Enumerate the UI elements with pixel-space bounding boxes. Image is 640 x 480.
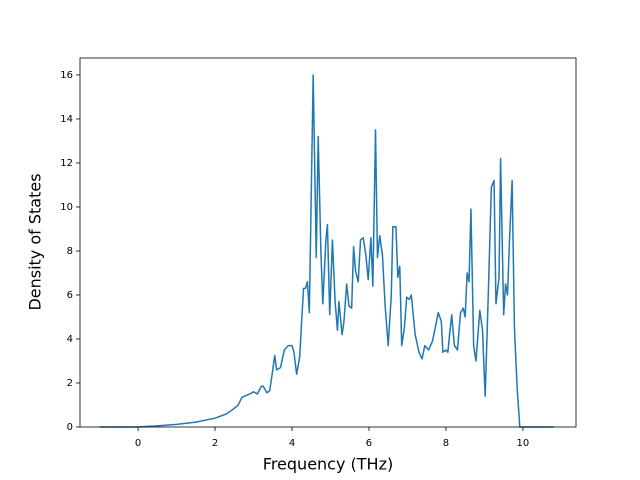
y-tick-label: 2: [67, 378, 73, 389]
y-tick-label: 8: [67, 246, 73, 257]
x-axis-label: Frequency (THz): [263, 455, 393, 474]
data-line: [99, 74, 554, 428]
y-tick-label: 12: [60, 158, 73, 169]
x-tick-label: 10: [517, 438, 530, 449]
axes-frame: [79, 57, 577, 428]
y-tick-label: 6: [67, 290, 73, 301]
y-tick-label: 0: [67, 422, 73, 433]
x-tick-label: 2: [212, 438, 218, 449]
x-tick-label: 0: [135, 438, 141, 449]
x-tick-label: 8: [443, 438, 449, 449]
y-tick-label: 10: [60, 202, 73, 213]
x-tick-label: 6: [366, 438, 372, 449]
y-tick-label: 16: [60, 70, 73, 81]
x-tick-label: 4: [289, 438, 295, 449]
y-axis-label: Density of States: [26, 173, 45, 310]
y-tick-label: 14: [60, 114, 73, 125]
y-tick-label: 4: [67, 334, 73, 345]
